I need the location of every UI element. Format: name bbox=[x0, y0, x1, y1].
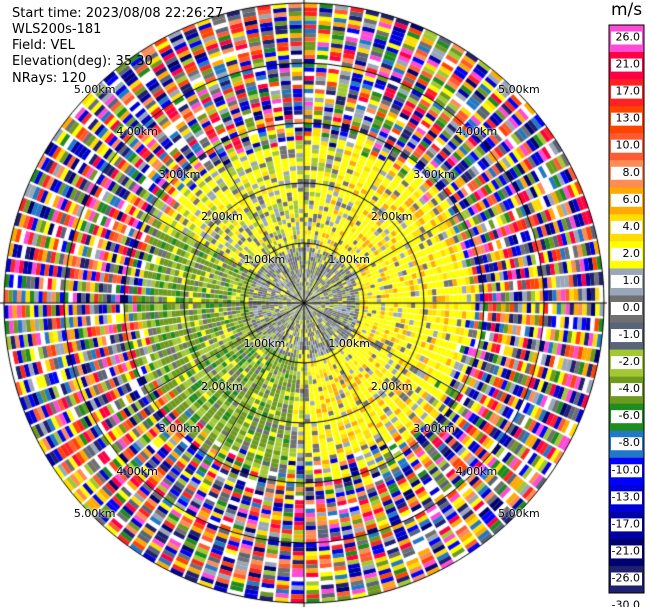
range-ring-label: 2.00km bbox=[370, 379, 413, 393]
range-ring-label: 3.00km bbox=[158, 167, 201, 181]
range-ring-label: 4.00km bbox=[455, 125, 498, 139]
range-ring-label: 3.00km bbox=[413, 167, 455, 181]
range-ring-label: 4.00km bbox=[455, 464, 498, 478]
instrument-label: WLS200s-181 bbox=[12, 22, 102, 37]
colorbar-unit: m/s bbox=[611, 0, 643, 20]
range-ring-label: 2.00km bbox=[201, 379, 243, 393]
range-ring-label: 2.00km bbox=[370, 210, 413, 224]
range-ring-label: 5.00km bbox=[498, 507, 540, 521]
nrays-label: NRays: 120 bbox=[12, 71, 87, 86]
range-ring-label: 5.00km bbox=[73, 507, 116, 521]
range-ring-label: 4.00km bbox=[116, 464, 158, 478]
elevation-label: Elevation(deg): 35.30 bbox=[12, 54, 153, 69]
range-ring-label: 4.00km bbox=[116, 125, 158, 139]
range-ring-label: 2.00km bbox=[201, 210, 243, 224]
range-ring-label: 1.00km bbox=[328, 337, 370, 351]
range-ring-label: 1.00km bbox=[243, 252, 286, 266]
range-ring-label: 3.00km bbox=[413, 422, 455, 436]
range-ring-label: 3.00km bbox=[158, 422, 201, 436]
field-label: Field: VEL bbox=[12, 38, 75, 53]
range-ring-label: 5.00km bbox=[498, 82, 540, 96]
range-ring-label: 5.00km bbox=[73, 82, 116, 96]
range-ring-label: 1.00km bbox=[243, 337, 286, 351]
range-ring-label: 1.00km bbox=[328, 252, 370, 266]
start-time-label: Start time: 2023/08/08 22:26:27 bbox=[12, 6, 224, 21]
